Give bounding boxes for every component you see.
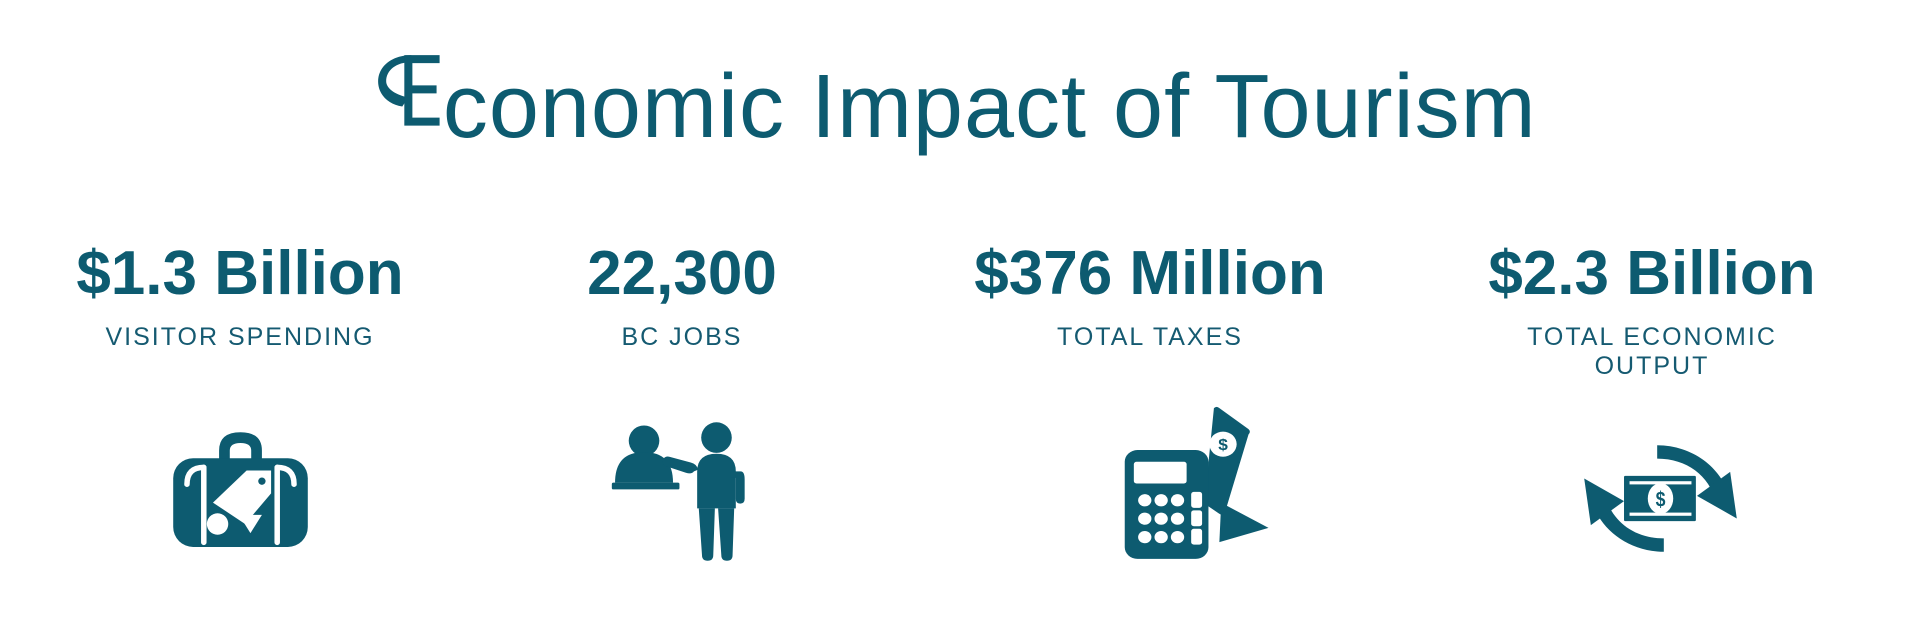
svg-text:$: $ — [1218, 436, 1228, 454]
svg-text:$: $ — [1655, 488, 1665, 512]
